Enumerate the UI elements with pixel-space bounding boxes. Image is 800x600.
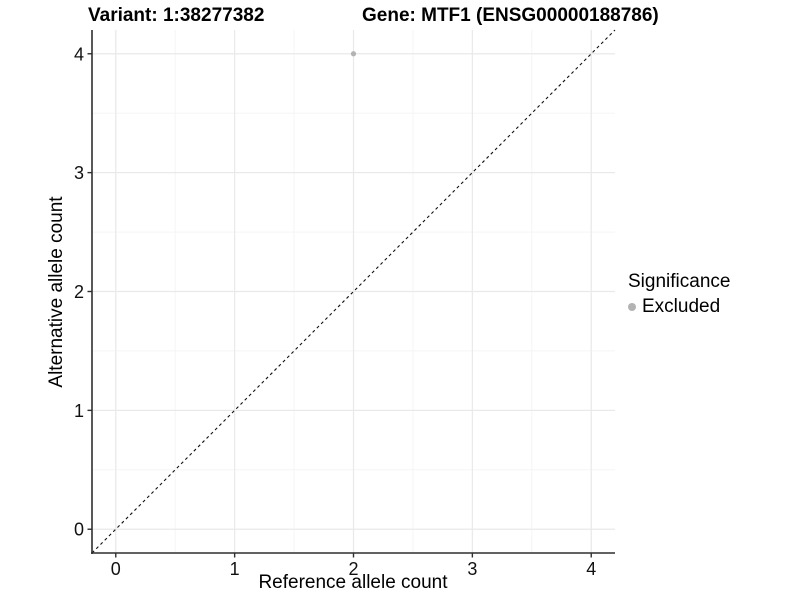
x-axis-title: Reference allele count bbox=[258, 572, 448, 593]
y-tick-label: 2 bbox=[74, 282, 84, 302]
y-axis-title: Alternative allele count bbox=[46, 196, 67, 388]
legend: Significance Excluded bbox=[628, 271, 730, 318]
y-tick-label: 0 bbox=[74, 520, 84, 540]
legend-point-icon bbox=[628, 303, 636, 311]
legend-item-label: Excluded bbox=[642, 296, 721, 317]
data-point bbox=[350, 51, 357, 57]
x-tick-label: 2 bbox=[348, 559, 358, 579]
x-tick-label: 4 bbox=[586, 559, 596, 579]
plot-title-variant: Variant: 1:38277382 bbox=[88, 5, 265, 26]
y-tick-label: 3 bbox=[74, 163, 84, 183]
x-tick-label: 3 bbox=[467, 559, 477, 579]
x-tick-label: 1 bbox=[230, 559, 240, 579]
legend-title: Significance bbox=[628, 271, 731, 292]
plot-title-gene: Gene: MTF1 (ENSG00000188786) bbox=[362, 5, 659, 26]
legend-item: Excluded bbox=[628, 296, 730, 318]
x-tick-label: 0 bbox=[111, 559, 121, 579]
y-tick-label: 4 bbox=[74, 44, 84, 64]
y-tick-label: 1 bbox=[74, 401, 84, 421]
